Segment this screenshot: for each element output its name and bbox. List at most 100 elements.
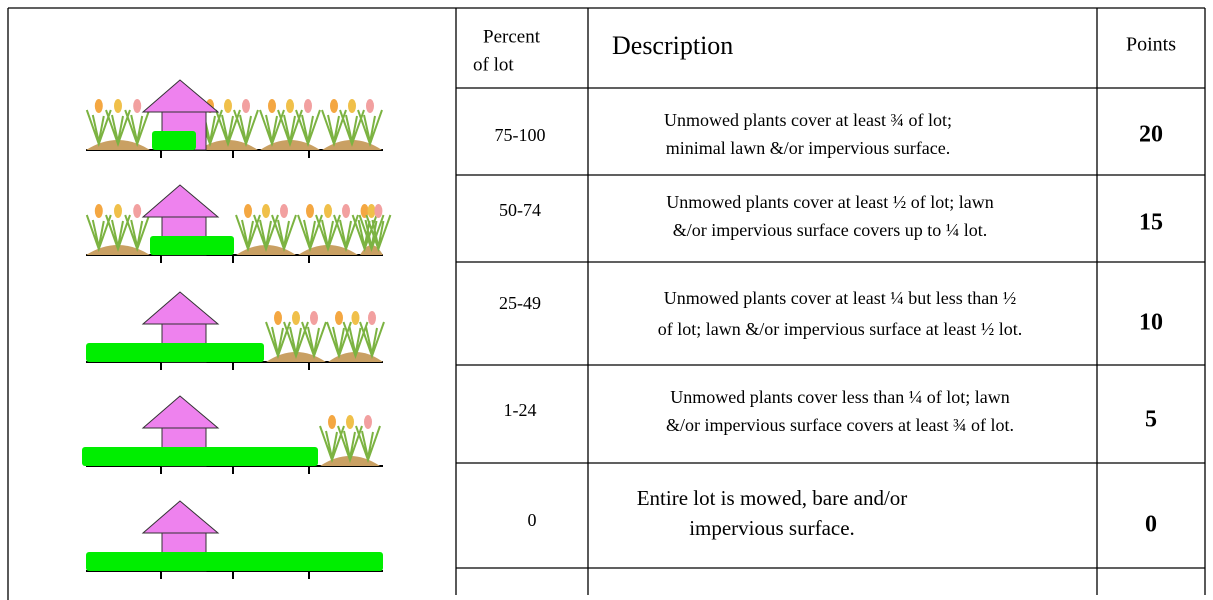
description: Unmowed plants cover at least ¾ of lot; <box>664 110 952 130</box>
leaves <box>105 214 131 253</box>
house-roof <box>141 291 220 325</box>
leaves <box>253 214 279 253</box>
tulip <box>268 99 276 113</box>
tulip <box>306 204 314 218</box>
description: Entire lot is mowed, bare and/or <box>637 486 908 510</box>
points: 20 <box>1139 122 1163 148</box>
leaves <box>233 109 259 148</box>
header-description: Description <box>612 31 733 60</box>
lawn <box>86 343 264 362</box>
description: &/or impervious surface covers at least … <box>666 415 1014 435</box>
tulip <box>286 99 294 113</box>
header-points: Points <box>1126 34 1176 56</box>
description: &/or impervious surface covers up to ¼ l… <box>673 220 987 240</box>
tulip <box>292 311 300 325</box>
house-roof <box>141 79 220 113</box>
description: Unmowed plants cover at least ¼ but less… <box>664 288 1016 308</box>
header-percent: Percent <box>483 26 541 47</box>
leaves <box>277 109 303 148</box>
tulip <box>360 204 369 218</box>
leaves <box>124 214 151 253</box>
lot-illustration <box>85 79 383 158</box>
leaves <box>271 214 297 253</box>
lawn <box>152 131 196 150</box>
leaves <box>321 109 347 148</box>
leaves <box>85 109 112 148</box>
tulip <box>274 311 282 325</box>
tulip <box>94 99 103 113</box>
leaves <box>357 109 383 148</box>
leaves <box>295 109 321 148</box>
tulip <box>364 415 372 429</box>
points: 15 <box>1139 210 1163 236</box>
description: of lot; lawn &/or impervious surface at … <box>658 319 1022 339</box>
lot-illustration <box>85 184 392 263</box>
description: minimal lawn &/or impervious surface. <box>666 138 950 158</box>
tulip <box>330 99 338 113</box>
tulip <box>114 99 122 113</box>
tulip <box>348 99 356 113</box>
lot-illustration <box>82 395 383 474</box>
leaves <box>337 425 363 464</box>
percent: 50-74 <box>499 200 541 220</box>
tulip <box>114 204 122 218</box>
tulip <box>304 99 312 113</box>
leaves <box>235 214 261 253</box>
leaves <box>85 214 112 253</box>
leaves <box>339 109 365 148</box>
leaves <box>342 321 369 360</box>
lawn <box>86 552 383 571</box>
tulip <box>280 204 288 218</box>
leaves <box>355 425 381 464</box>
points: 10 <box>1139 310 1163 336</box>
leaves <box>319 425 345 464</box>
leaves <box>215 109 241 148</box>
leaves <box>124 109 151 148</box>
percent: 25-49 <box>499 293 541 313</box>
tulip <box>262 204 270 218</box>
tulip <box>133 99 142 113</box>
leaves <box>301 321 327 360</box>
tulip <box>310 311 318 325</box>
table-lines <box>7 7 1206 600</box>
leaves <box>333 214 359 253</box>
tulip <box>366 99 374 113</box>
points: 0 <box>1145 512 1157 538</box>
leaves <box>283 321 309 360</box>
percent: 75-100 <box>495 125 546 145</box>
lawn <box>82 447 318 466</box>
leaves <box>297 214 323 253</box>
description: Unmowed plants cover less than ¼ of lot;… <box>670 387 1009 407</box>
tulip <box>94 204 103 218</box>
tulip <box>328 415 336 429</box>
tulip <box>133 204 142 218</box>
leaves <box>105 109 131 148</box>
lawn <box>150 236 234 255</box>
tulip <box>368 311 376 325</box>
leaves <box>359 321 385 360</box>
lot-illustration <box>86 500 383 579</box>
percent: 1-24 <box>504 400 537 420</box>
house-roof <box>141 395 220 429</box>
tulip <box>346 415 354 429</box>
tulip <box>244 204 252 218</box>
tulip <box>342 204 350 218</box>
leaves <box>326 321 352 360</box>
description: impervious surface. <box>689 516 855 540</box>
tulip <box>324 204 332 218</box>
percent: 0 <box>528 510 537 530</box>
points: 5 <box>1145 407 1157 433</box>
tulip <box>224 99 232 113</box>
leaves <box>259 109 285 148</box>
tulip <box>351 311 360 325</box>
lot-illustration <box>86 291 385 370</box>
tulip <box>374 204 383 218</box>
description: Unmowed plants cover at least ½ of lot; … <box>666 192 993 212</box>
leaves <box>265 321 291 360</box>
tulip <box>335 311 343 325</box>
house-roof <box>141 184 220 218</box>
header-percent: of lot <box>473 54 514 75</box>
tulip <box>367 204 376 218</box>
tulip <box>242 99 250 113</box>
